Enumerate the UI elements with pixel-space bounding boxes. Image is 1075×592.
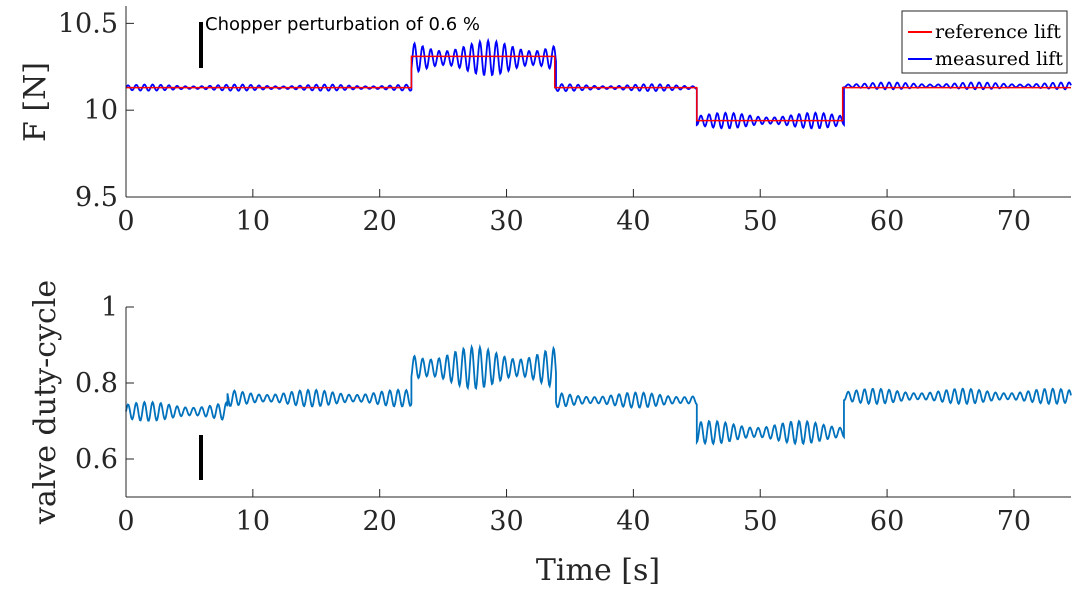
- measured-lift-line: [125, 37, 1072, 130]
- top-x-tick-label: 20: [363, 206, 397, 237]
- bottom-x-tick-label: 50: [743, 506, 777, 537]
- perturbation-annotation: Chopper perturbation of 0.6 %: [205, 14, 480, 35]
- bottom-x-ticks: 0 10 20 30 40 50 60 70: [117, 489, 1031, 537]
- bottom-y-tick-label: 1: [101, 292, 118, 323]
- bottom-x-tick-label: 60: [870, 506, 904, 537]
- legend-box: [901, 10, 1068, 74]
- top-y-tick-label: 10: [84, 95, 118, 126]
- bottom-plot-lines: [125, 343, 1072, 446]
- bottom-chart: 0 10 20 30 40 50 60 70 0.6 0.8 1 valve duty-cycle…: [28, 280, 1072, 588]
- top-x-tick-label: 70: [997, 206, 1031, 237]
- bottom-y-ticks: 0.6 0.8 1: [75, 292, 134, 475]
- bottom-x-axis-label: Time [s]: [536, 553, 660, 588]
- top-y-tick-label: 10.5: [58, 8, 118, 39]
- legend-label-reference: reference lift: [935, 21, 1061, 43]
- bottom-x-tick-label: 0: [117, 506, 134, 537]
- top-x-tick-label: 60: [870, 206, 904, 237]
- top-y-ticks: 9.5 10 10.5: [58, 8, 134, 213]
- top-x-tick-label: 30: [489, 206, 523, 237]
- bottom-x-tick-label: 70: [997, 506, 1031, 537]
- top-x-ticks: 0 10 20 30 40 50 60 70: [117, 189, 1031, 237]
- top-x-tick-label: 40: [616, 206, 650, 237]
- bottom-x-tick-label: 40: [616, 506, 650, 537]
- legend-label-measured: measured lift: [935, 48, 1063, 70]
- top-y-axis-label: F [N]: [18, 62, 53, 142]
- bottom-y-tick-label: 0.8: [75, 368, 118, 399]
- top-x-tick-label: 10: [236, 206, 270, 237]
- duty-cycle-line: [125, 343, 1072, 446]
- bottom-x-tick-label: 20: [363, 506, 397, 537]
- reference-lift-line: [126, 55, 1071, 122]
- top-x-tick-label: 0: [117, 206, 134, 237]
- legend: reference lift measured lift: [901, 10, 1068, 74]
- top-plot-lines: [125, 37, 1072, 130]
- top-x-tick-label: 50: [743, 206, 777, 237]
- top-chart: 0 10 20 30 40 50 60 70 9.5 10 10.5 F [N] Chopper …: [18, 6, 1072, 237]
- top-y-tick-label: 9.5: [75, 182, 118, 213]
- bottom-plot-area: [126, 307, 1071, 497]
- bottom-x-tick-label: 30: [489, 506, 523, 537]
- bottom-y-axis-label: valve duty-cycle: [28, 280, 63, 525]
- bottom-y-tick-label: 0.6: [75, 444, 118, 475]
- bottom-x-tick-label: 10: [236, 506, 270, 537]
